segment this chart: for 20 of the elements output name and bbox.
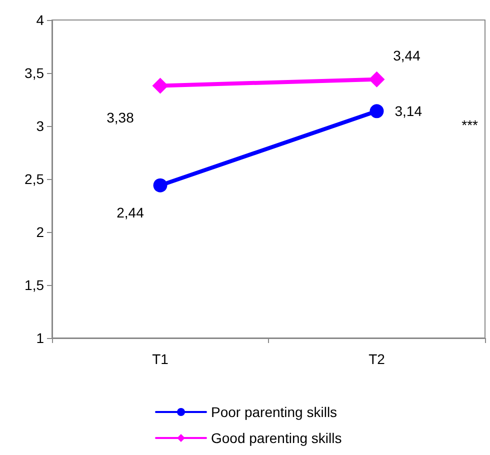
x-tick-label: T1: [152, 351, 169, 367]
point: [152, 78, 168, 94]
y-tick-label: 3,5: [24, 65, 44, 81]
y-tick-label: 1: [36, 330, 44, 346]
x-tick-label: T2: [368, 351, 386, 367]
y-tick-label: 2,5: [24, 171, 44, 187]
legend-label: Poor parenting skills: [211, 404, 338, 420]
annotation: ***: [462, 117, 479, 133]
point: [370, 104, 384, 118]
y-tick-label: 1,5: [24, 277, 44, 293]
y-tick-label: 2: [36, 224, 44, 240]
legend-label: Good parenting skills: [211, 430, 342, 446]
point: [153, 178, 168, 192]
y-tick-label: 4: [36, 12, 44, 28]
data-label: 3,38: [106, 110, 134, 126]
data-label: 3,44: [393, 47, 421, 64]
point: [368, 71, 385, 88]
data-label: 2,44: [116, 204, 144, 220]
data-label: 3,14: [394, 103, 422, 120]
y-tick-label: 3: [36, 118, 44, 134]
